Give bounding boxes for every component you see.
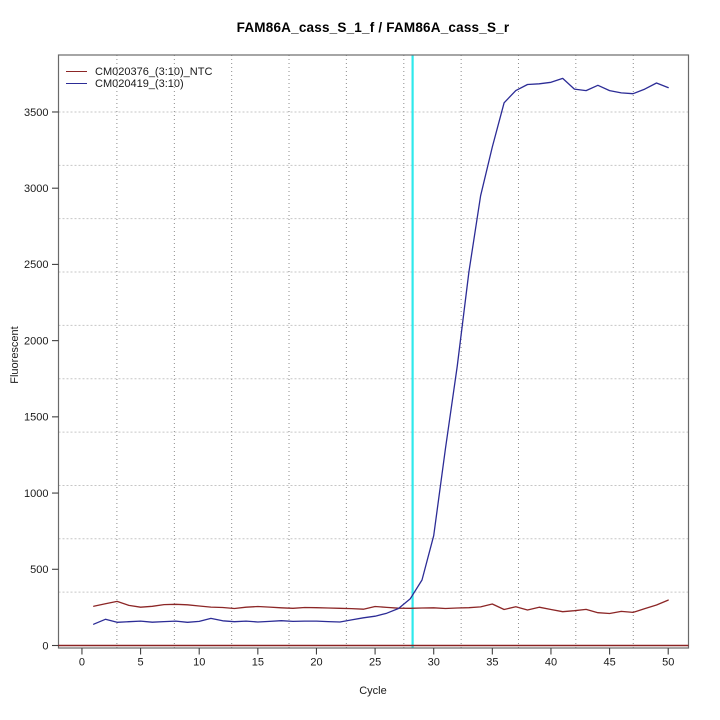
y-tick-label: 1000 <box>24 488 48 500</box>
x-axis-title: Cycle <box>359 685 387 697</box>
plot-box <box>57 54 690 649</box>
y-tick-label: 500 <box>30 564 48 576</box>
x-tick-label: 10 <box>193 657 205 669</box>
legend-line-swatch-ntc <box>66 71 87 72</box>
x-axis-ticks: 0 5 10 15 20 25 30 35 40 45 50 <box>79 648 674 669</box>
legend: CM020376_(3:10)_NTC CM020419_(3:10) <box>66 66 212 90</box>
x-tick-label: 40 <box>545 657 557 669</box>
horizontal-gridlines <box>58 111 689 593</box>
x-tick-label: 30 <box>428 657 440 669</box>
x-tick-label: 25 <box>369 657 381 669</box>
x-tick-label: 20 <box>310 657 322 669</box>
vertical-gridlines <box>116 55 634 648</box>
legend-line-swatch-sample <box>66 83 87 84</box>
y-axis-ticks: 0 500 1000 1500 2000 2500 3000 3500 <box>24 107 59 652</box>
chart-title: FAM86A_cass_S_1_f / FAM86A_cass_S_r <box>236 20 510 35</box>
series-line-ntc <box>93 599 669 615</box>
y-tick-label: 2500 <box>24 259 48 271</box>
x-tick-label: 50 <box>662 657 674 669</box>
legend-label-ntc: CM020376_(3:10)_NTC <box>95 65 213 78</box>
x-tick-label: 5 <box>138 657 144 669</box>
x-tick-label: 35 <box>486 657 498 669</box>
y-tick-label: 2000 <box>24 335 48 347</box>
y-tick-label: 1500 <box>24 412 48 424</box>
y-tick-label: 0 <box>42 640 48 652</box>
x-tick-label: 0 <box>79 657 85 669</box>
legend-item-sample: CM020419_(3:10) <box>66 77 212 90</box>
legend-label-sample: CM020419_(3:10) <box>95 77 184 90</box>
series-line-sample <box>93 77 669 625</box>
y-tick-label: 3000 <box>24 183 48 195</box>
x-tick-label: 45 <box>603 657 615 669</box>
y-tick-label: 3500 <box>24 107 48 119</box>
legend-item-ntc: CM020376_(3:10)_NTC <box>66 65 213 78</box>
x-tick-label: 15 <box>252 657 264 669</box>
